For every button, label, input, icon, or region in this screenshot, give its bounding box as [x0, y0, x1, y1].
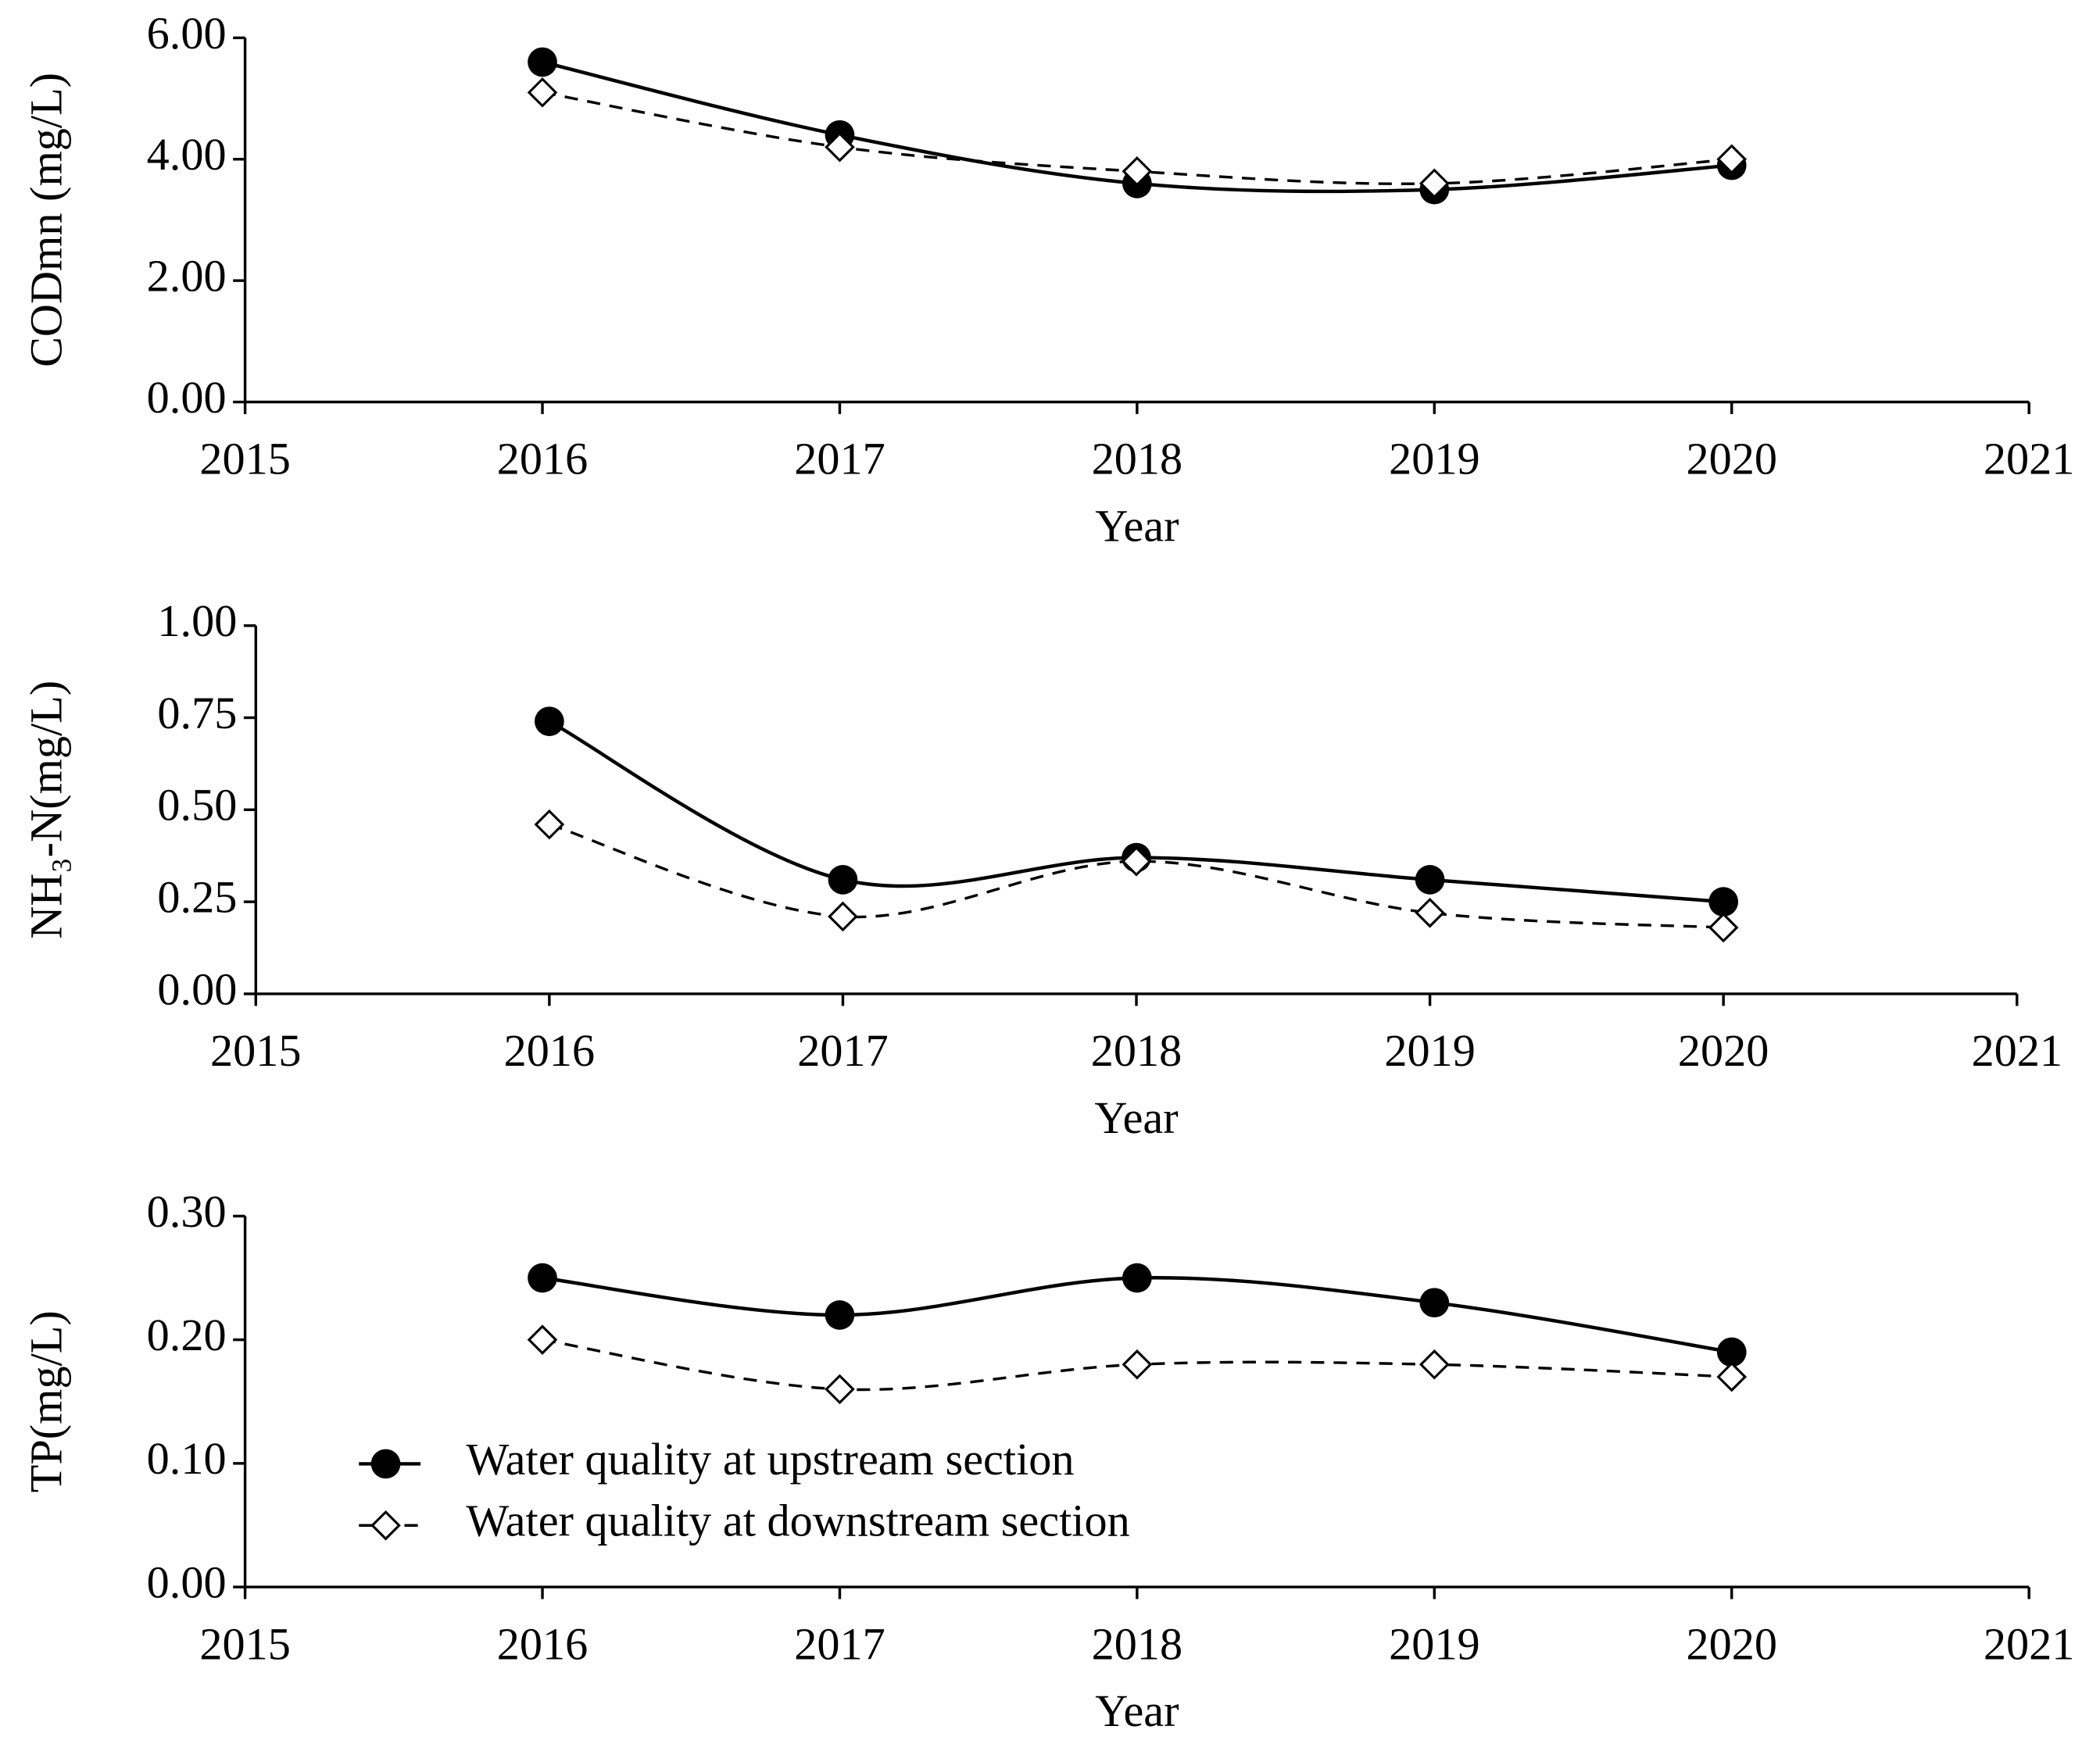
marker — [1121, 845, 1152, 877]
marker — [1419, 1288, 1450, 1318]
marker — [1122, 155, 1153, 187]
x-tick-label: 2016 — [497, 1618, 589, 1669]
x-tick-label: 2020 — [1686, 1618, 1777, 1669]
y-tick-label: 0.30 — [147, 1186, 227, 1237]
y-tick-label: 0.25 — [157, 872, 237, 923]
chart: 0.00 0.10 0.20 0.30 2015 2016 2017 2018 2019 2020… — [20, 1186, 2074, 1736]
x-tick-label: 2019 — [1389, 434, 1480, 484]
marker — [828, 865, 858, 895]
x-tick-label: 2021 — [1984, 1618, 2075, 1669]
marker — [1716, 144, 1748, 175]
marker — [1708, 887, 1739, 917]
x-tick-label: 2020 — [1686, 434, 1777, 484]
x-tick-label: 2020 — [1678, 1025, 1769, 1076]
marker — [1418, 168, 1450, 199]
x-tick-label: 2017 — [794, 1618, 885, 1669]
x-axis-label: Year — [1095, 1685, 1179, 1736]
y-tick-label: 0.00 — [157, 963, 237, 1014]
y-tick-label: 0.20 — [147, 1310, 227, 1360]
x-tick-label: 2019 — [1384, 1025, 1476, 1076]
x-tick-label: 2019 — [1389, 1618, 1480, 1669]
marker — [825, 1374, 855, 1405]
marker — [528, 47, 557, 77]
marker — [528, 1263, 557, 1293]
marker — [535, 706, 564, 737]
legend-marker — [370, 1510, 401, 1541]
marker — [1415, 865, 1445, 895]
x-tick-label: 2017 — [797, 1025, 889, 1076]
marker — [1122, 1263, 1152, 1293]
chart: 0.00 2.00 4.00 6.00 2015 2016 2017 2018 2019 2020… — [20, 8, 2074, 552]
x-tick-label: 2018 — [1091, 1025, 1182, 1076]
marker — [1415, 897, 1445, 928]
y-tick-label: 1.00 — [157, 595, 237, 646]
y-tick-label: 4.00 — [147, 129, 227, 180]
y-tick-label: 6.00 — [147, 8, 227, 59]
marker — [828, 901, 858, 932]
marker — [534, 809, 565, 840]
marker — [825, 1300, 855, 1330]
chart: 0.00 0.25 0.50 0.75 1.00 2015 2016 2017 2018 2019… — [20, 595, 2062, 1143]
marker — [1708, 912, 1739, 943]
y-tick-label: 0.10 — [147, 1433, 227, 1484]
y-tick-label: 0.00 — [147, 372, 227, 423]
x-tick-label: 2021 — [1984, 434, 2075, 484]
marker — [1122, 1349, 1153, 1380]
marker — [825, 131, 855, 163]
x-tick-label: 2016 — [497, 434, 589, 484]
x-axis-label: Year — [1095, 500, 1179, 551]
marker — [1418, 1349, 1450, 1380]
marker — [1716, 1361, 1748, 1392]
x-tick-label: 2017 — [794, 434, 885, 484]
x-tick-label: 2015 — [199, 434, 291, 484]
x-tick-label: 2015 — [210, 1025, 302, 1076]
x-axis-label: Year — [1094, 1092, 1178, 1143]
x-tick-label: 2018 — [1092, 1618, 1183, 1669]
series-line — [549, 823, 1724, 929]
y-tick-label: 2.00 — [147, 251, 227, 302]
y-axis-label: TP(mg/L) — [20, 1310, 71, 1492]
y-tick-label: 0.00 — [147, 1556, 227, 1607]
y-tick-label: 0.50 — [157, 780, 237, 831]
x-tick-label: 2018 — [1092, 434, 1183, 484]
y-tick-label: 0.75 — [157, 688, 237, 738]
y-axis-label: NH₃-N(mg/L) — [20, 681, 71, 939]
x-tick-label: 2021 — [1972, 1025, 2063, 1076]
legend-marker — [370, 1449, 401, 1479]
marker — [527, 77, 558, 108]
legend-label: Water quality at downstream section — [466, 1496, 1129, 1546]
x-tick-label: 2016 — [504, 1025, 596, 1076]
legend-label: Water quality at upstream section — [466, 1434, 1074, 1485]
marker — [1716, 1337, 1747, 1367]
marker — [527, 1324, 558, 1355]
y-axis-label: CODmn (mg/L) — [20, 73, 71, 367]
x-tick-label: 2015 — [199, 1618, 291, 1669]
